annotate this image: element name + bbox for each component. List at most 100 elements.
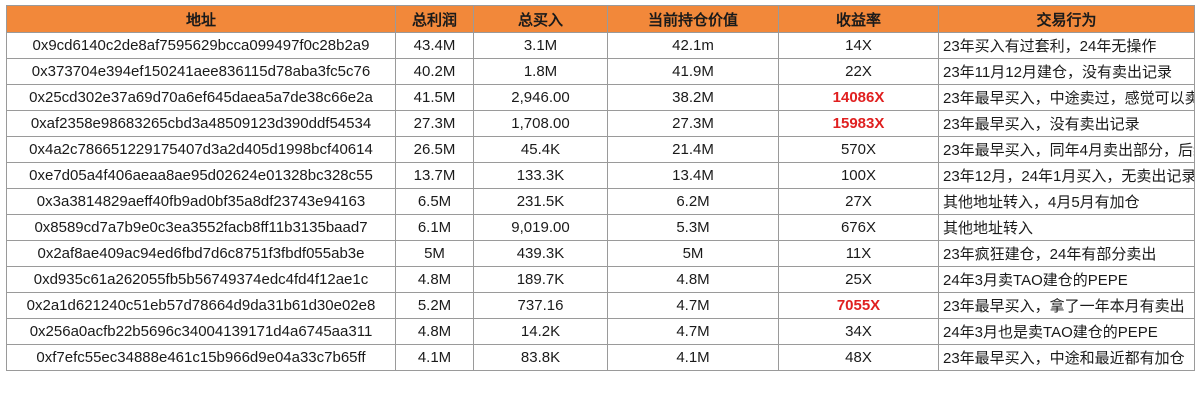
cell-address: 0xf7efc55ec34888e461c15b966d9e04a33c7b65… xyxy=(6,344,396,371)
cell-behavior: 其他地址转入，4月5月有加仓 xyxy=(938,188,1195,215)
cell-behavior: 其他地址转入 xyxy=(938,214,1195,241)
cell-behavior: 23年最早买入，拿了一年本月有卖出 xyxy=(938,292,1195,319)
cell-total-buy: 231.5K xyxy=(473,188,608,215)
cell-current-holding: 4.8M xyxy=(607,266,779,293)
cell-return-rate: 100X xyxy=(778,162,939,189)
table-row: 0x9cd6140c2de8af7595629bcca099497f0c28b2… xyxy=(6,32,1195,59)
cell-behavior: 23年最早买入，同年4月卖出部分，后续无卖出 xyxy=(938,136,1195,163)
cell-total-profit: 6.1M xyxy=(395,214,474,241)
table-row: 0x2af8ae409ac94ed6fbd7d6c8751f3fbdf055ab… xyxy=(6,240,1195,267)
cell-return-rate: 27X xyxy=(778,188,939,215)
cell-total-profit: 5M xyxy=(395,240,474,267)
cell-total-profit: 41.5M xyxy=(395,84,474,111)
cell-total-buy: 1.8M xyxy=(473,58,608,85)
cell-total-profit: 27.3M xyxy=(395,110,474,137)
cell-total-profit: 4.8M xyxy=(395,266,474,293)
cell-current-holding: 38.2M xyxy=(607,84,779,111)
cell-current-holding: 27.3M xyxy=(607,110,779,137)
cell-return-rate: 14086X xyxy=(778,84,939,111)
cell-total-buy: 133.3K xyxy=(473,162,608,189)
table-row: 0x2a1d621240c51eb57d78664d9da31b61d30e02… xyxy=(6,292,1195,319)
cell-total-buy: 45.4K xyxy=(473,136,608,163)
table-row: 0x373704e394ef150241aee836115d78aba3fc5c… xyxy=(6,58,1195,85)
table-body: 0x9cd6140c2de8af7595629bcca099497f0c28b2… xyxy=(6,32,1195,371)
cell-total-buy: 737.16 xyxy=(473,292,608,319)
cell-return-rate: 34X xyxy=(778,318,939,345)
cell-current-holding: 42.1m xyxy=(607,32,779,59)
cell-address: 0x25cd302e37a69d70a6ef645daea5a7de38c66e… xyxy=(6,84,396,111)
cell-total-profit: 26.5M xyxy=(395,136,474,163)
cell-return-rate: 14X xyxy=(778,32,939,59)
cell-current-holding: 4.7M xyxy=(607,318,779,345)
cell-current-holding: 4.7M xyxy=(607,292,779,319)
cell-behavior: 23年疯狂建仓，24年有部分卖出 xyxy=(938,240,1195,267)
cell-return-rate: 7055X xyxy=(778,292,939,319)
cell-address: 0x3a3814829aeff40fb9ad0bf35a8df23743e941… xyxy=(6,188,396,215)
cell-total-buy: 83.8K xyxy=(473,344,608,371)
cell-return-rate: 48X xyxy=(778,344,939,371)
cell-total-profit: 6.5M xyxy=(395,188,474,215)
cell-return-rate: 25X xyxy=(778,266,939,293)
header-address: 地址 xyxy=(6,5,396,33)
table-row: 0xaf2358e98683265cbd3a48509123d390ddf545… xyxy=(6,110,1195,137)
cell-behavior: 23年最早买入，中途和最近都有加仓 xyxy=(938,344,1195,371)
header-total-buy: 总买入 xyxy=(473,5,608,33)
cell-behavior: 23年最早买入，没有卖出记录 xyxy=(938,110,1195,137)
table-row: 0x256a0acfb22b5696c34004139171d4a6745aa3… xyxy=(6,318,1195,345)
table-row: 0x3a3814829aeff40fb9ad0bf35a8df23743e941… xyxy=(6,188,1195,215)
cell-address: 0x373704e394ef150241aee836115d78aba3fc5c… xyxy=(6,58,396,85)
cell-total-profit: 13.7M xyxy=(395,162,474,189)
cell-address: 0x256a0acfb22b5696c34004139171d4a6745aa3… xyxy=(6,318,396,345)
cell-address: 0x4a2c786651229175407d3a2d405d1998bcf406… xyxy=(6,136,396,163)
cell-return-rate: 15983X xyxy=(778,110,939,137)
cell-address: 0x2a1d621240c51eb57d78664d9da31b61d30e02… xyxy=(6,292,396,319)
table-row: 0x4a2c786651229175407d3a2d405d1998bcf406… xyxy=(6,136,1195,163)
cell-address: 0x9cd6140c2de8af7595629bcca099497f0c28b2… xyxy=(6,32,396,59)
cell-return-rate: 676X xyxy=(778,214,939,241)
cell-behavior: 24年3月卖TAO建仓的PEPE xyxy=(938,266,1195,293)
table-row: 0xd935c61a262055fb5b56749374edc4fd4f12ae… xyxy=(6,266,1195,293)
cell-current-holding: 41.9M xyxy=(607,58,779,85)
cell-return-rate: 11X xyxy=(778,240,939,267)
cell-current-holding: 21.4M xyxy=(607,136,779,163)
cell-total-buy: 9,019.00 xyxy=(473,214,608,241)
cell-current-holding: 5M xyxy=(607,240,779,267)
header-return-rate: 收益率 xyxy=(778,5,939,33)
table-row: 0x25cd302e37a69d70a6ef645daea5a7de38c66e… xyxy=(6,84,1195,111)
cell-current-holding: 5.3M xyxy=(607,214,779,241)
cell-behavior: 23年买入有过套利，24年无操作 xyxy=(938,32,1195,59)
cell-total-profit: 4.8M xyxy=(395,318,474,345)
cell-address: 0xd935c61a262055fb5b56749374edc4fd4f12ae… xyxy=(6,266,396,293)
cell-total-profit: 5.2M xyxy=(395,292,474,319)
cell-behavior: 23年12月，24年1月买入，无卖出记录 xyxy=(938,162,1195,189)
cell-total-buy: 439.3K xyxy=(473,240,608,267)
cell-behavior: 24年3月也是卖TAO建仓的PEPE xyxy=(938,318,1195,345)
cell-address: 0x8589cd7a7b9e0c3ea3552facb8ff11b3135baa… xyxy=(6,214,396,241)
cell-total-buy: 3.1M xyxy=(473,32,608,59)
cell-address: 0xe7d05a4f406aeaa8ae95d02624e01328bc328c… xyxy=(6,162,396,189)
wallet-holdings-table: 地址 总利润 总买入 当前持仓价值 收益率 交易行为 0x9cd6140c2de… xyxy=(6,5,1195,371)
cell-total-buy: 1,708.00 xyxy=(473,110,608,137)
cell-total-profit: 43.4M xyxy=(395,32,474,59)
table-row: 0xf7efc55ec34888e461c15b966d9e04a33c7b65… xyxy=(6,344,1195,371)
table-header: 地址 总利润 总买入 当前持仓价值 收益率 交易行为 xyxy=(6,5,1195,33)
wallet-table-container: 地址 总利润 总买入 当前持仓价值 收益率 交易行为 0x9cd6140c2de… xyxy=(6,5,1195,371)
header-total-profit: 总利润 xyxy=(395,5,474,33)
cell-total-buy: 14.2K xyxy=(473,318,608,345)
cell-current-holding: 4.1M xyxy=(607,344,779,371)
table-row: 0xe7d05a4f406aeaa8ae95d02624e01328bc328c… xyxy=(6,162,1195,189)
cell-behavior: 23年最早买入，中途卖过，感觉可以卖一辈子 xyxy=(938,84,1195,111)
header-behavior: 交易行为 xyxy=(938,5,1195,33)
cell-total-profit: 40.2M xyxy=(395,58,474,85)
cell-total-buy: 189.7K xyxy=(473,266,608,293)
cell-address: 0x2af8ae409ac94ed6fbd7d6c8751f3fbdf055ab… xyxy=(6,240,396,267)
header-row: 地址 总利润 总买入 当前持仓价值 收益率 交易行为 xyxy=(6,5,1195,33)
cell-return-rate: 570X xyxy=(778,136,939,163)
header-current-holding: 当前持仓价值 xyxy=(607,5,779,33)
cell-behavior: 23年11月12月建仓，没有卖出记录 xyxy=(938,58,1195,85)
cell-current-holding: 6.2M xyxy=(607,188,779,215)
table-row: 0x8589cd7a7b9e0c3ea3552facb8ff11b3135baa… xyxy=(6,214,1195,241)
cell-total-buy: 2,946.00 xyxy=(473,84,608,111)
cell-return-rate: 22X xyxy=(778,58,939,85)
cell-current-holding: 13.4M xyxy=(607,162,779,189)
